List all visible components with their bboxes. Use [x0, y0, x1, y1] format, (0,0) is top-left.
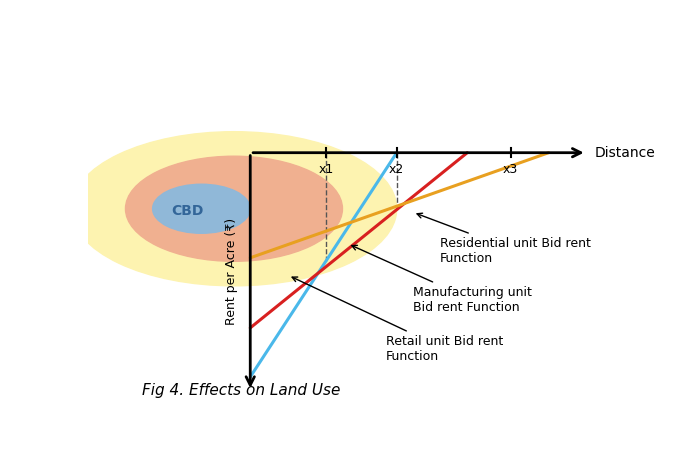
- Text: Manufacturing unit
Bid rent Function: Manufacturing unit Bid rent Function: [352, 245, 532, 314]
- Ellipse shape: [153, 184, 251, 233]
- Text: x3: x3: [503, 163, 518, 176]
- Text: CBD: CBD: [172, 203, 204, 217]
- Text: Fig 4. Effects on Land Use: Fig 4. Effects on Land Use: [141, 383, 340, 398]
- Text: Distance: Distance: [595, 146, 655, 160]
- Text: Retail unit Bid rent
Function: Retail unit Bid rent Function: [292, 277, 503, 363]
- Text: Rent per Acre (₹): Rent per Acre (₹): [225, 218, 238, 325]
- Text: x1: x1: [318, 163, 334, 176]
- Ellipse shape: [125, 156, 342, 261]
- Text: x2: x2: [389, 163, 405, 176]
- Ellipse shape: [71, 131, 397, 286]
- Text: Residential unit Bid rent
Function: Residential unit Bid rent Function: [417, 213, 591, 265]
